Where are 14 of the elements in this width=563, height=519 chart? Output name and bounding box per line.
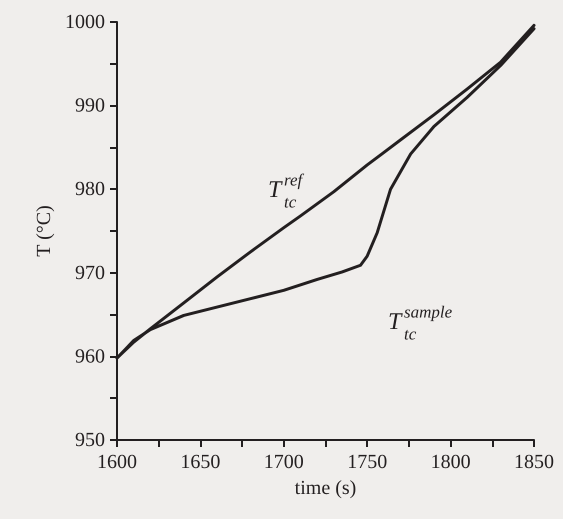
y-tick-label: 990 bbox=[75, 94, 105, 117]
y-tick-label: 970 bbox=[75, 262, 105, 284]
x-tick-label: 1650 bbox=[180, 451, 220, 473]
x-tick-label: 1700 bbox=[264, 451, 304, 473]
x-tick-label: 1600 bbox=[97, 451, 137, 473]
y-tick-label: 950 bbox=[75, 429, 105, 451]
y-tick-label: 1000 bbox=[65, 11, 105, 33]
y-tick-label: 960 bbox=[75, 345, 105, 368]
x-tick-label: 1800 bbox=[430, 451, 471, 473]
x-tick-label: 1750 bbox=[347, 451, 388, 473]
x-tick-label: 1850 bbox=[514, 451, 554, 473]
x-axis-title: time (s) bbox=[294, 477, 356, 499]
y-tick-label: 980 bbox=[75, 178, 105, 200]
y-axis-title: T (°C) bbox=[33, 205, 56, 257]
